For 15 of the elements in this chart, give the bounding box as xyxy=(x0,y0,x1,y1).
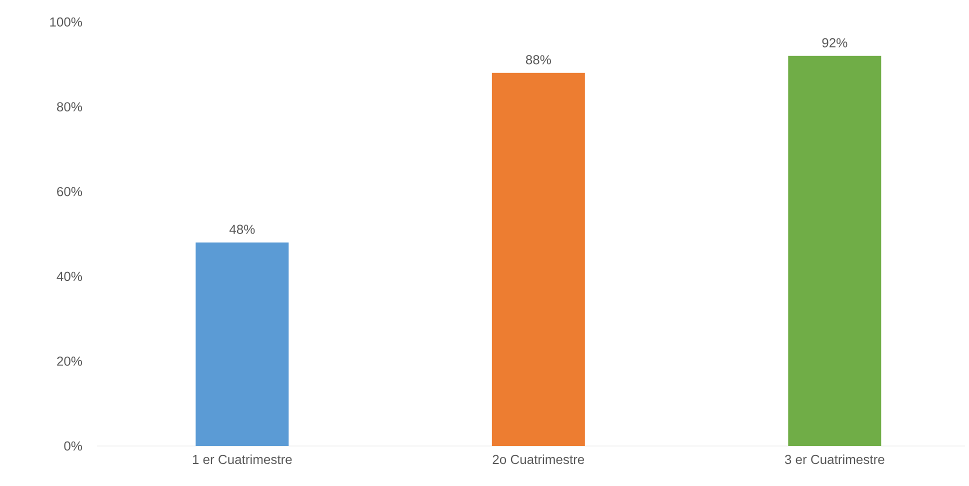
bar xyxy=(492,72,585,446)
data-label: 92% xyxy=(822,38,848,48)
x-tick-label: 3 er Cuatrimestre xyxy=(784,454,884,464)
y-tick-label: 80% xyxy=(57,102,82,112)
bar xyxy=(196,242,289,446)
y-tick-label: 0% xyxy=(64,441,82,451)
x-tick-label: 1 er Cuatrimestre xyxy=(192,454,292,464)
bar xyxy=(788,56,882,446)
data-label: 88% xyxy=(526,55,551,64)
x-tick-label: 2o Cuatrimestre xyxy=(492,454,584,464)
y-tick-label: 40% xyxy=(56,272,82,281)
data-label: 48% xyxy=(229,224,255,234)
y-tick-label: 20% xyxy=(57,356,82,366)
y-tick-label: 100% xyxy=(50,17,82,27)
y-tick-label: 60% xyxy=(57,186,82,196)
